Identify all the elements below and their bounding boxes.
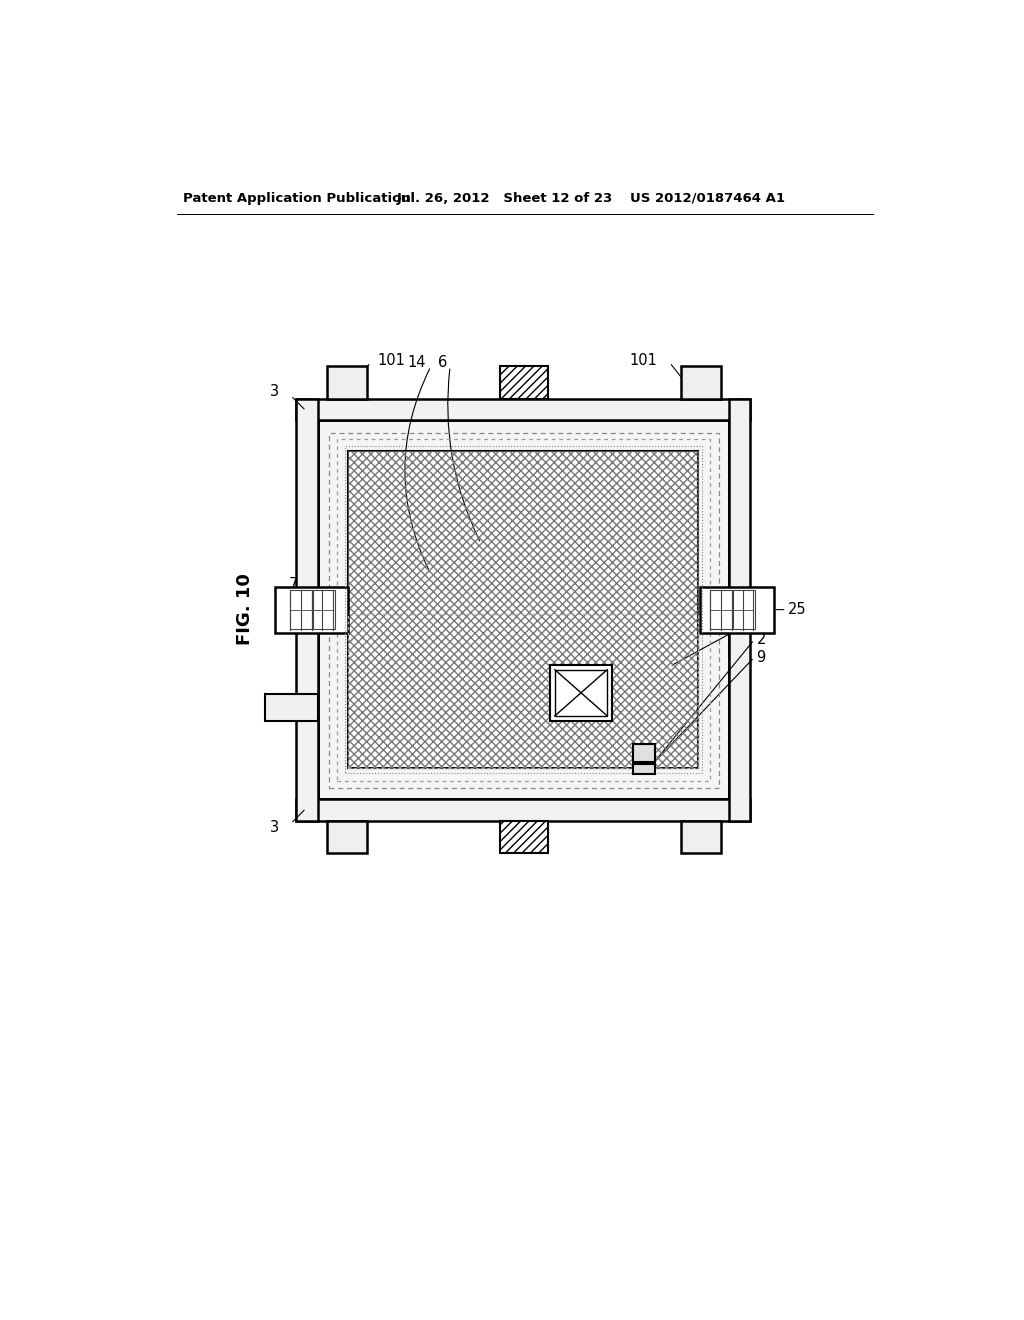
Text: 25: 25 — [788, 602, 807, 618]
Text: US 2012/0187464 A1: US 2012/0187464 A1 — [630, 191, 784, 205]
Text: 101: 101 — [377, 352, 404, 368]
Bar — [296, 799, 751, 821]
Text: 6: 6 — [438, 355, 447, 370]
Text: 13: 13 — [757, 612, 775, 628]
Bar — [500, 367, 548, 399]
Bar — [296, 399, 317, 821]
Bar — [348, 451, 698, 768]
Text: 7: 7 — [289, 577, 298, 591]
Bar — [348, 614, 698, 768]
Text: FIG. 10: FIG. 10 — [236, 573, 254, 644]
Bar — [681, 821, 721, 853]
Bar — [348, 451, 698, 768]
Bar — [634, 763, 655, 775]
Bar — [290, 590, 311, 628]
Text: 9: 9 — [757, 649, 766, 665]
Bar — [681, 367, 721, 399]
Text: Jul. 26, 2012   Sheet 12 of 23: Jul. 26, 2012 Sheet 12 of 23 — [396, 191, 612, 205]
Bar — [327, 821, 367, 853]
Bar — [313, 590, 335, 628]
Bar — [555, 669, 607, 715]
Bar — [729, 399, 751, 821]
Bar — [274, 586, 348, 632]
Bar — [500, 821, 548, 853]
Bar — [330, 433, 719, 788]
Bar — [711, 590, 732, 628]
Bar — [327, 367, 367, 399]
Bar — [296, 399, 751, 420]
Text: 3: 3 — [270, 820, 280, 836]
Text: 14: 14 — [408, 355, 426, 370]
Bar — [345, 446, 701, 774]
Text: 101: 101 — [630, 352, 657, 368]
Bar — [700, 586, 773, 632]
Text: Patent Application Publication: Patent Application Publication — [183, 191, 411, 205]
Bar — [634, 743, 655, 762]
Text: 2: 2 — [757, 632, 766, 647]
Bar — [265, 693, 317, 721]
Bar — [337, 440, 710, 780]
Bar — [317, 420, 729, 799]
Bar — [550, 665, 611, 721]
Bar — [733, 590, 755, 628]
Text: 3: 3 — [270, 384, 280, 399]
